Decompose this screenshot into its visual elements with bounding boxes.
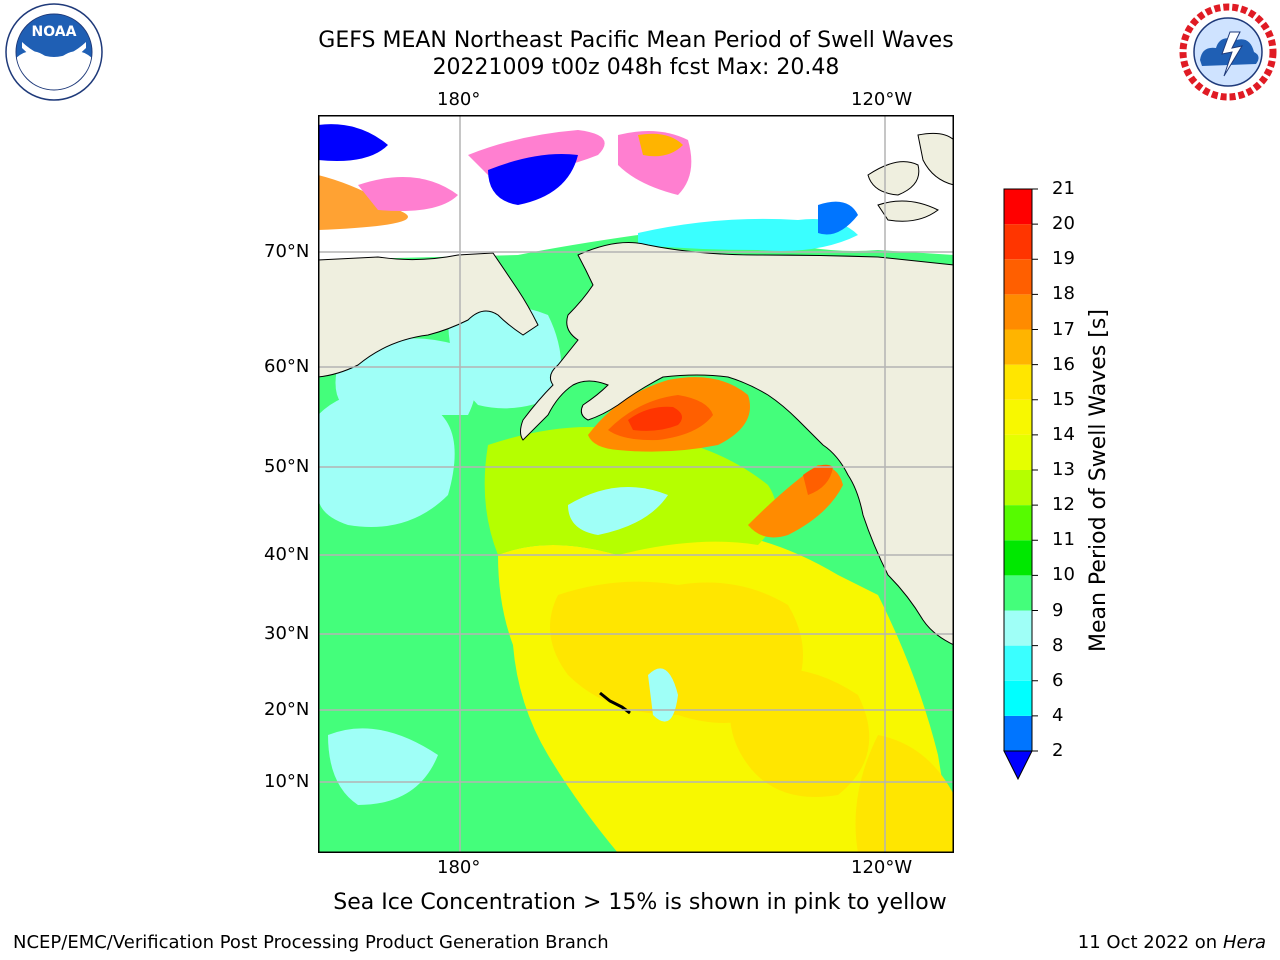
colorbar-tick-label: 8 xyxy=(1052,634,1064,656)
chart-subtitle: 20221009 t00z 048h fcst Max: 20.48 xyxy=(432,55,840,80)
colorbar-tick-label: 9 xyxy=(1052,599,1064,621)
lat-label-60n: 60°N xyxy=(264,356,310,377)
footer-date-text: 11 Oct 2022 on xyxy=(1077,932,1223,953)
colorbar-segment xyxy=(1004,680,1032,716)
footer-date: 11 Oct 2022 on Hera xyxy=(1078,932,1266,953)
colorbar-segment xyxy=(1004,364,1032,400)
colorbar-segment xyxy=(1004,224,1032,260)
map-gridlines xyxy=(318,115,954,853)
colorbar-segment xyxy=(1004,505,1032,541)
colorbar-tick-label: 17 xyxy=(1052,318,1075,340)
colorbar-tick-label: 6 xyxy=(1052,669,1064,691)
noaa-logo: NOAA xyxy=(5,3,103,101)
chart-title: GEFS MEAN Northeast Pacific Mean Period … xyxy=(318,28,954,53)
colorbar xyxy=(1003,188,1038,781)
lat-label-20n: 20°N xyxy=(264,699,310,720)
colorbar-tick-label: 10 xyxy=(1052,564,1075,586)
colorbar-tick-label: 21 xyxy=(1052,178,1075,199)
colorbar-tick-label: 13 xyxy=(1052,459,1075,480)
colorbar-tick-label: 12 xyxy=(1052,494,1075,516)
colorbar-segment xyxy=(1004,434,1032,470)
colorbar-segment xyxy=(1004,575,1032,611)
colorbar-segment xyxy=(1004,610,1032,646)
colorbar-segment xyxy=(1004,470,1032,506)
colorbar-tick-label: 15 xyxy=(1052,388,1075,410)
colorbar-tick-label: 19 xyxy=(1052,248,1075,270)
lat-label-50n: 50°N xyxy=(264,456,310,477)
colorbar-tick-label: 18 xyxy=(1052,283,1075,305)
top-lon-label-180: 180° xyxy=(437,89,481,110)
colorbar-tick-label: 11 xyxy=(1052,529,1075,551)
footer-machine: Hera xyxy=(1222,932,1266,953)
colorbar-segment xyxy=(1004,715,1032,751)
colorbar-tick-label: 14 xyxy=(1052,423,1075,445)
colorbar-tick-label: 2 xyxy=(1052,740,1064,761)
colorbar-title: Mean Period of Swell Waves [s] xyxy=(1086,309,1111,652)
bottom-lon-label-120w: 120°W xyxy=(851,857,913,878)
swell-period-map xyxy=(318,115,954,853)
colorbar-segment xyxy=(1004,645,1032,681)
colorbar-tick-label: 20 xyxy=(1052,213,1075,235)
colorbar-segment xyxy=(1004,329,1032,365)
colorbar-segment xyxy=(1004,294,1032,330)
colorbar-segment xyxy=(1004,540,1032,576)
colorbar-under-extension xyxy=(1003,750,1033,781)
colorbar-segment xyxy=(1004,259,1032,295)
bottom-lon-label-180: 180° xyxy=(437,857,481,878)
nws-logo xyxy=(1179,3,1277,101)
colorbar-segment xyxy=(1004,189,1032,225)
noaa-logo-text: NOAA xyxy=(32,24,77,40)
siberia-land xyxy=(318,252,539,378)
lat-label-30n: 30°N xyxy=(264,623,310,644)
north-america-land xyxy=(520,242,954,646)
sea-ice-note: Sea Ice Concentration > 15% is shown in … xyxy=(333,890,947,915)
lat-label-70n: 70°N xyxy=(264,241,310,262)
map-frame xyxy=(318,115,954,853)
lat-label-10n: 10°N xyxy=(264,771,310,792)
top-lon-label-120w: 120°W xyxy=(851,89,913,110)
colorbar-tick-label: 4 xyxy=(1052,704,1064,726)
lat-label-40n: 40°N xyxy=(264,544,310,565)
colorbar-segment xyxy=(1004,399,1032,435)
colorbar-tick-label: 16 xyxy=(1052,353,1075,375)
footer-branch: NCEP/EMC/Verification Post Processing Pr… xyxy=(13,932,609,953)
